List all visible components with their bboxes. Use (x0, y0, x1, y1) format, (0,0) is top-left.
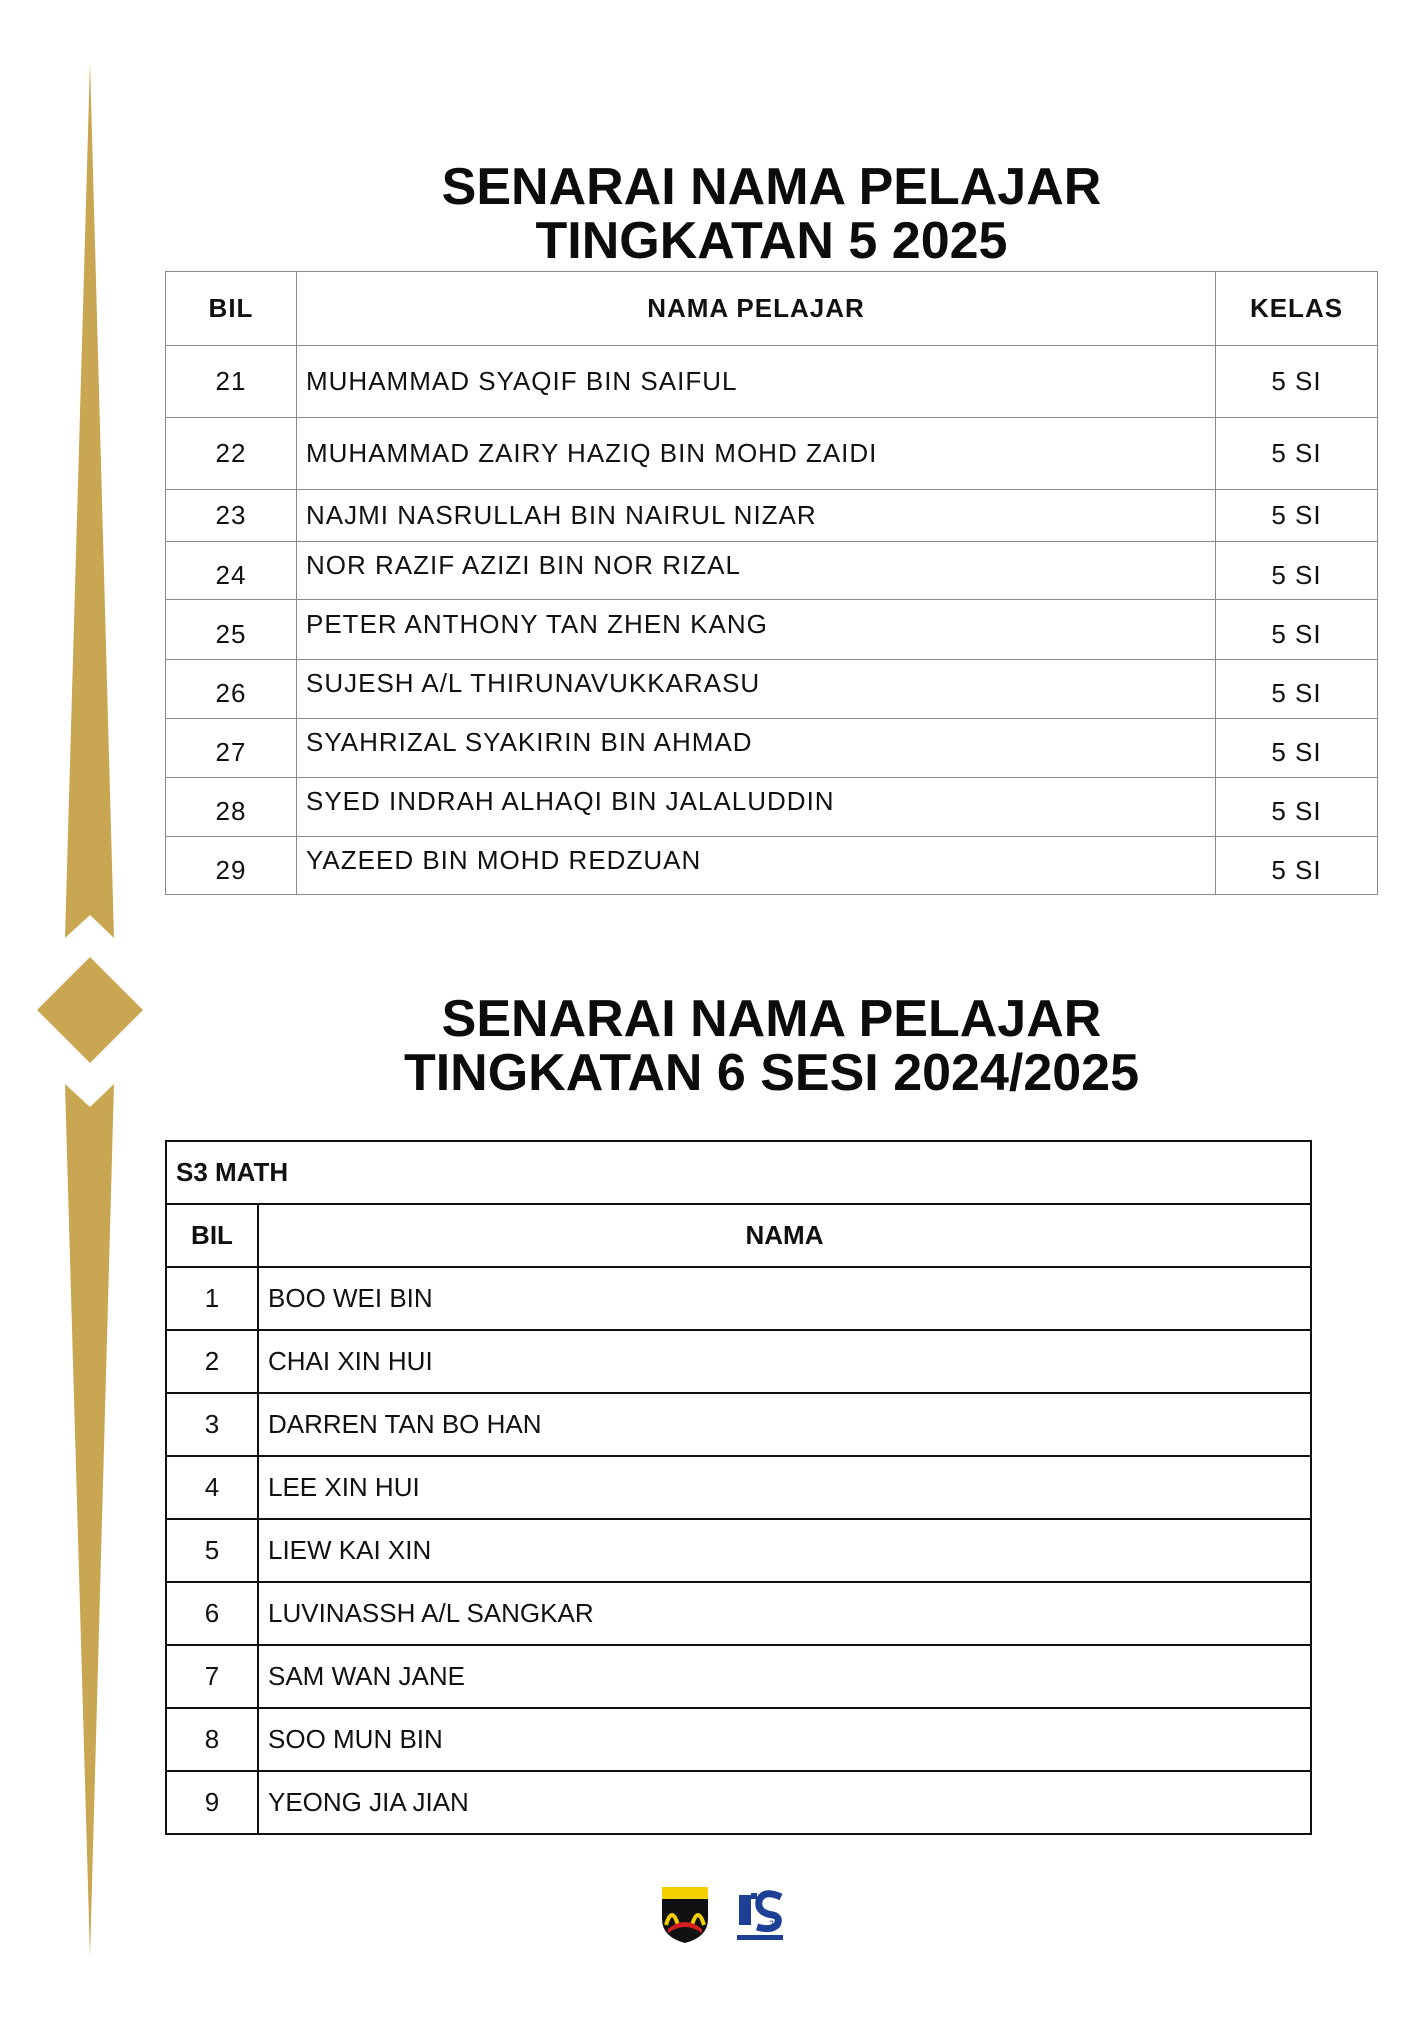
cell-bil: 25 (165, 599, 297, 660)
cell-bil: 21 (165, 345, 297, 418)
table-row: 2 CHAI XIN HUI (165, 1329, 1312, 1394)
cell-bil: 27 (165, 718, 297, 778)
form6-student-table: S3 MATH BIL NAMA 1 BOO WEI BIN 2 CHAI XIN H… (165, 1140, 1312, 1835)
title-line: SENARAI NAMA PELAJAR (441, 990, 1102, 1048)
title-line: TINGKATAN 6 SESI 2024/2025 (403, 1044, 1140, 1102)
school-crest-logo (662, 1887, 708, 1943)
cell-kelas: 5 SI (1215, 659, 1378, 719)
cell-kelas: 5 SI (1215, 777, 1378, 837)
cell-bil: 9 (165, 1770, 259, 1835)
table-row: 8 SOO MUN BIN (165, 1707, 1312, 1772)
cell-bil: 2 (165, 1329, 259, 1394)
title-line: SENARAI NAMA PELAJAR (441, 158, 1102, 216)
svg-text:25: 25 (769, 1919, 779, 1929)
table-row: 6 LUVINASSH A/L SANGKAR (165, 1581, 1312, 1646)
table-row: 3 DARREN TAN BO HAN (165, 1392, 1312, 1457)
group-label: S3 MATH (165, 1140, 1312, 1205)
cell-name: YAZEED BIN MOHD REDZUAN (296, 836, 1216, 895)
table-row: 5 LIEW KAI XIN (165, 1518, 1312, 1583)
cell-kelas: 5 SI (1215, 417, 1378, 490)
anniversary-25-logo: 25 (737, 1890, 783, 1940)
table-row: 25 PETER ANTHONY TAN ZHEN KANG 5 SI (165, 599, 1378, 660)
cell-name: SOO MUN BIN (257, 1707, 1312, 1772)
cell-name: DARREN TAN BO HAN (257, 1392, 1312, 1457)
cell-bil: 5 (165, 1518, 259, 1583)
header-nama: NAMA (257, 1203, 1312, 1268)
cell-name: PETER ANTHONY TAN ZHEN KANG (296, 599, 1216, 660)
title-line: TINGKATAN 5 2025 (535, 212, 1008, 270)
cell-bil: 28 (165, 777, 297, 837)
cell-kelas: 5 SI (1215, 489, 1378, 542)
table-row: 24 NOR RAZIF AZIZI BIN NOR RIZAL 5 SI (165, 541, 1378, 600)
cell-kelas: 5 SI (1215, 541, 1378, 600)
section1-title: SENARAI NAMA PELAJAR TINGKATAN 5 2025 (165, 160, 1378, 268)
table-row: 26 SUJESH A/L THIRUNAVUKKARASU 5 SI (165, 659, 1378, 719)
header-bil: BIL (165, 1203, 259, 1268)
section2-title: SENARAI NAMA PELAJAR TINGKATAN 6 SESI 20… (165, 992, 1378, 1100)
cell-name: LEE XIN HUI (257, 1455, 1312, 1520)
table-row: 22 MUHAMMAD ZAIRY HAZIQ BIN MOHD ZAIDI 5 S… (165, 417, 1378, 490)
table-row: 28 SYED INDRAH ALHAQI BIN JALALUDDIN 5 SI (165, 777, 1378, 837)
table-row: 27 SYAHRIZAL SYAKIRIN BIN AHMAD 5 SI (165, 718, 1378, 778)
header-kelas: KELAS (1215, 271, 1378, 346)
cell-name: MUHAMMAD ZAIRY HAZIQ BIN MOHD ZAIDI (296, 417, 1216, 490)
cell-kelas: 5 SI (1215, 836, 1378, 895)
cell-bil: 8 (165, 1707, 259, 1772)
cell-kelas: 5 SI (1215, 718, 1378, 778)
table-row: 9 YEONG JIA JIAN (165, 1770, 1312, 1835)
cell-bil: 6 (165, 1581, 259, 1646)
table-row: 23 NAJMI NASRULLAH BIN NAIRUL NIZAR 5 SI (165, 489, 1378, 542)
cell-name: NAJMI NASRULLAH BIN NAIRUL NIZAR (296, 489, 1216, 542)
cell-bil: 1 (165, 1266, 259, 1331)
header-nama-pelajar: NAMA PELAJAR (296, 271, 1216, 346)
cell-kelas: 5 SI (1215, 345, 1378, 418)
gold-spike-ornament (37, 62, 143, 1957)
table-row: 1 BOO WEI BIN (165, 1266, 1312, 1331)
cell-name: SYAHRIZAL SYAKIRIN BIN AHMAD (296, 718, 1216, 778)
cell-bil: 22 (165, 417, 297, 490)
cell-name: YEONG JIA JIAN (257, 1770, 1312, 1835)
cell-kelas: 5 SI (1215, 599, 1378, 660)
header-bil: BIL (165, 271, 297, 346)
cell-name: MUHAMMAD SYAQIF BIN SAIFUL (296, 345, 1216, 418)
cell-bil: 23 (165, 489, 297, 542)
cell-name: LIEW KAI XIN (257, 1518, 1312, 1583)
cell-name: SUJESH A/L THIRUNAVUKKARASU (296, 659, 1216, 719)
cell-name: SAM WAN JANE (257, 1644, 1312, 1709)
cell-bil: 26 (165, 659, 297, 719)
cell-bil: 3 (165, 1392, 259, 1457)
table-row: 21 MUHAMMAD SYAQIF BIN SAIFUL 5 SI (165, 345, 1378, 418)
table-row: 7 SAM WAN JANE (165, 1644, 1312, 1709)
table-row: 29 YAZEED BIN MOHD REDZUAN 5 SI (165, 836, 1378, 895)
cell-bil: 4 (165, 1455, 259, 1520)
cell-bil: 29 (165, 836, 297, 895)
cell-bil: 7 (165, 1644, 259, 1709)
cell-name: NOR RAZIF AZIZI BIN NOR RIZAL (296, 541, 1216, 600)
cell-name: SYED INDRAH ALHAQI BIN JALALUDDIN (296, 777, 1216, 837)
cell-name: LUVINASSH A/L SANGKAR (257, 1581, 1312, 1646)
form5-student-table: BIL NAMA PELAJAR KELAS 21 MUHAMMAD SYAQIF… (165, 271, 1378, 895)
cell-bil: 24 (165, 541, 297, 600)
cell-name: CHAI XIN HUI (257, 1329, 1312, 1394)
cell-name: BOO WEI BIN (257, 1266, 1312, 1331)
table-row: 4 LEE XIN HUI (165, 1455, 1312, 1520)
